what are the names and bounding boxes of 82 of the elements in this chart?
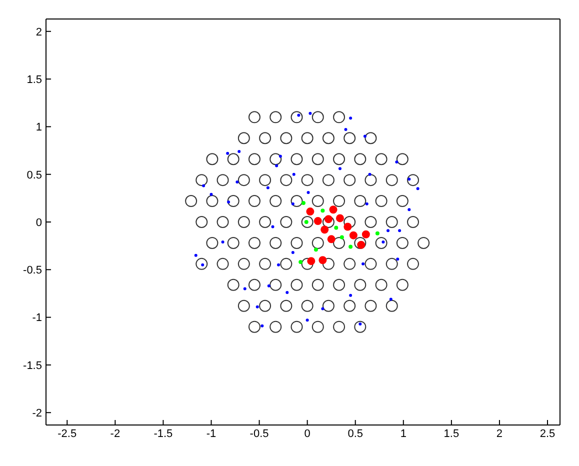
point bbox=[291, 202, 294, 206]
point bbox=[306, 318, 309, 322]
point bbox=[243, 287, 246, 290]
point bbox=[227, 200, 230, 204]
x-tick-label: 2 bbox=[496, 428, 503, 440]
y-tick-label: 1 bbox=[36, 122, 42, 134]
point bbox=[340, 235, 344, 240]
point bbox=[260, 324, 264, 328]
point bbox=[291, 251, 294, 254]
point bbox=[382, 240, 385, 244]
y-tick-label: 2 bbox=[36, 26, 42, 38]
point bbox=[298, 260, 303, 264]
point bbox=[267, 284, 270, 288]
point bbox=[314, 248, 318, 252]
point bbox=[395, 160, 398, 164]
point bbox=[236, 180, 239, 184]
point bbox=[358, 322, 362, 326]
point bbox=[320, 226, 329, 234]
x-tick-label: -0.5 bbox=[250, 428, 269, 440]
point bbox=[292, 172, 296, 176]
point bbox=[389, 298, 392, 301]
point bbox=[344, 128, 348, 132]
x-tick-label: 0.5 bbox=[348, 428, 364, 440]
point bbox=[321, 307, 324, 310]
point bbox=[349, 231, 358, 240]
point bbox=[349, 294, 352, 297]
point bbox=[363, 134, 366, 138]
x-tick-label: 2.5 bbox=[540, 428, 556, 440]
x-tick-label: 1.5 bbox=[444, 428, 460, 440]
y-tick-label: 1.5 bbox=[26, 74, 42, 86]
point bbox=[329, 206, 338, 214]
y-tick-label: -2 bbox=[32, 408, 42, 420]
point bbox=[362, 262, 365, 266]
point bbox=[408, 178, 411, 181]
x-tick-label: 1 bbox=[400, 428, 406, 440]
x-tick-label: -1 bbox=[206, 428, 216, 440]
point bbox=[386, 229, 390, 232]
y-tick-label: -0.5 bbox=[23, 264, 42, 277]
point bbox=[344, 222, 352, 231]
y-tick-label: 0.5 bbox=[26, 169, 42, 182]
point bbox=[320, 208, 325, 213]
point bbox=[334, 226, 338, 230]
point bbox=[238, 150, 241, 153]
point bbox=[368, 172, 372, 176]
point bbox=[194, 254, 198, 257]
y-tick-label: 0 bbox=[36, 216, 42, 229]
point bbox=[277, 263, 280, 266]
point bbox=[314, 217, 322, 226]
point bbox=[286, 291, 289, 294]
point bbox=[349, 116, 352, 120]
point bbox=[327, 235, 336, 244]
point bbox=[210, 192, 213, 196]
y-tick-label: -1.5 bbox=[23, 360, 42, 372]
point bbox=[301, 200, 306, 205]
point bbox=[297, 114, 300, 117]
point bbox=[306, 190, 310, 194]
point bbox=[202, 184, 206, 188]
point bbox=[278, 154, 282, 158]
point bbox=[375, 231, 380, 236]
point bbox=[396, 258, 400, 261]
x-tick-label: -2.5 bbox=[58, 428, 77, 440]
point bbox=[266, 186, 270, 190]
point bbox=[338, 167, 342, 170]
point bbox=[271, 225, 274, 228]
point bbox=[226, 152, 230, 155]
point bbox=[221, 240, 224, 244]
point bbox=[336, 214, 344, 222]
point bbox=[275, 164, 278, 168]
point bbox=[308, 112, 312, 115]
x-tick-label: -1.5 bbox=[154, 428, 173, 440]
x-tick-label: 0 bbox=[304, 428, 310, 440]
x-tick-label: -2 bbox=[110, 428, 120, 440]
point bbox=[398, 229, 402, 232]
point bbox=[408, 208, 411, 212]
point bbox=[362, 230, 370, 238]
point bbox=[348, 244, 353, 249]
point bbox=[306, 208, 314, 216]
point bbox=[416, 187, 420, 190]
y-tick-label: -1 bbox=[32, 312, 42, 324]
point bbox=[365, 202, 368, 206]
point bbox=[318, 256, 327, 264]
point bbox=[256, 305, 259, 308]
